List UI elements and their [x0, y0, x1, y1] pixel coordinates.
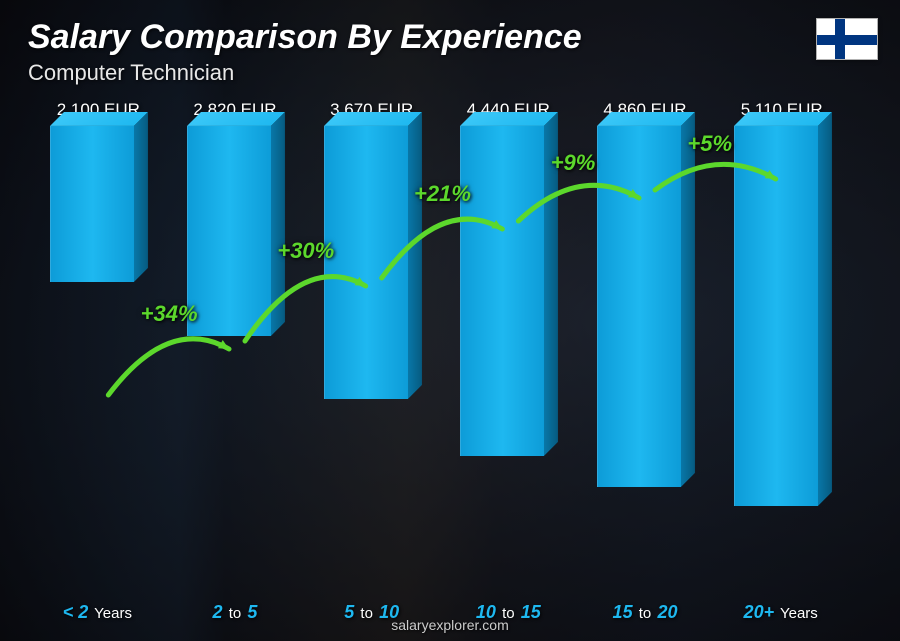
chart-subtitle: Computer Technician [28, 60, 234, 86]
finland-flag-icon [816, 18, 878, 60]
growth-arrow-icon [30, 100, 850, 591]
pct-increase-label: +5% [687, 131, 732, 157]
footer-source: salaryexplorer.com [0, 617, 900, 633]
infographic-content: Salary Comparison By Experience Computer… [0, 0, 900, 641]
bar-chart: 2,100 EUR< 2 Years2,820 EUR2 to 53,670 E… [30, 100, 850, 591]
chart-title: Salary Comparison By Experience [28, 18, 582, 57]
